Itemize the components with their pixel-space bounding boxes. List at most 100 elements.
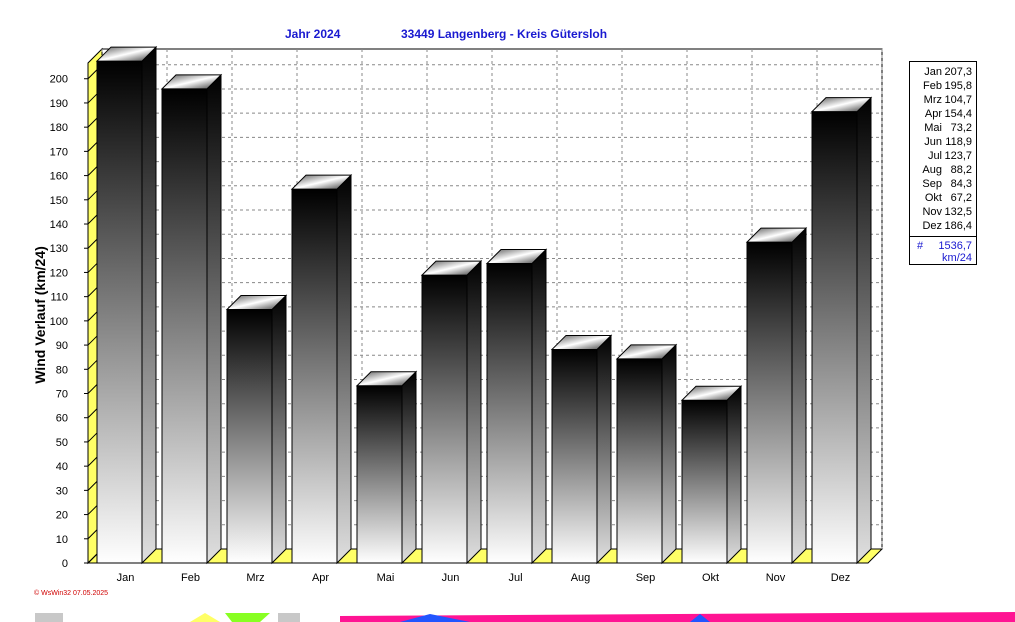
x-tick-label-okt: Okt <box>702 572 719 584</box>
legend-value: 118,9 <box>945 136 972 148</box>
legend-value: 84,3 <box>950 178 972 190</box>
bar-top <box>95 46 158 62</box>
bar-side <box>206 73 222 565</box>
credit-text: © WsWin32 07.05.2025 <box>34 589 108 597</box>
legend-row-okt: Okt 67,2 <box>914 191 972 205</box>
bar-top <box>810 97 873 113</box>
x-tick-label-jul: Jul <box>508 572 522 584</box>
y-tick-label: 160 <box>50 171 68 183</box>
bar-top <box>550 334 613 350</box>
bar-top <box>290 174 353 190</box>
y-tick-label: 90 <box>56 340 68 352</box>
y-tick-label: 130 <box>50 243 68 255</box>
bar-side <box>856 96 872 565</box>
y-tick-label: 200 <box>50 74 68 86</box>
legend-month: Nov <box>922 206 942 218</box>
y-tick-label: 20 <box>56 510 68 522</box>
legend-total-symbol: # <box>917 240 924 252</box>
bar-aug <box>550 334 613 565</box>
bar-top <box>485 248 548 264</box>
y-tick-label: 180 <box>50 122 68 134</box>
bar-front <box>421 274 468 564</box>
chart-title-year: Jahr 2024 <box>285 27 341 41</box>
y-tick-label: 60 <box>56 413 68 425</box>
legend-row-feb: Feb 195,8 <box>914 79 972 93</box>
bars <box>95 45 873 565</box>
bar-front <box>681 399 728 564</box>
y-tick-label: 110 <box>50 292 68 304</box>
legend-row-sep: Sep 84,3 <box>914 177 972 191</box>
bar-top <box>160 74 223 90</box>
y-tick-label: 120 <box>50 267 68 279</box>
bar-side <box>466 259 482 565</box>
y-tick-label: 70 <box>56 389 68 401</box>
y-axis-label: Wind Verlauf (km/24) <box>32 246 48 384</box>
legend-value: 207,3 <box>944 66 972 78</box>
legend-total-value: 1536,7 <box>938 240 972 252</box>
bar-jun <box>420 259 483 565</box>
legend-separator <box>910 236 976 237</box>
legend-value: 154,4 <box>944 108 972 120</box>
bar-front <box>356 385 403 564</box>
legend-row-dez: Dez 186,4 <box>914 219 972 233</box>
legend-month: Mai <box>924 122 942 134</box>
bar-side <box>661 343 677 565</box>
legend-month: Dez <box>922 220 942 232</box>
legend-row-mrz: Mrz 104,7 <box>914 93 972 107</box>
x-tick-label-jun: Jun <box>442 572 460 584</box>
legend-row-nov: Nov 132,5 <box>914 205 972 219</box>
legend-row-apr: Apr 154,4 <box>914 107 972 121</box>
legend-value: 123,7 <box>944 150 972 162</box>
axes: 0 10 20 30 40 50 60 70 80 90 100 110 120 130 140 150 160… <box>50 63 868 570</box>
bar-mrz <box>225 294 288 565</box>
x-tick-label-feb: Feb <box>181 572 200 584</box>
legend-row-mai: Mai 73,2 <box>914 121 972 135</box>
legend-value: 132,5 <box>944 206 972 218</box>
bar-front <box>486 262 533 564</box>
y-tick-label: 80 <box>56 364 68 376</box>
bar-front <box>551 348 598 564</box>
legend-row-jul: Jul 123,7 <box>914 149 972 163</box>
y-tick-label: 170 <box>50 146 68 158</box>
bar-top <box>355 371 418 387</box>
bar-nov <box>745 226 808 565</box>
x-tick-label-apr: Apr <box>312 572 329 584</box>
legend-value: 67,2 <box>950 192 972 204</box>
legend-value: 88,2 <box>950 164 972 176</box>
bar-side <box>336 173 352 565</box>
bar-top <box>225 294 288 310</box>
x-tick-label-aug: Aug <box>571 572 591 584</box>
bar-feb <box>160 73 223 565</box>
legend-month: Jun <box>924 136 942 148</box>
y-tick-label: 0 <box>62 558 68 570</box>
bar-top <box>680 385 743 401</box>
bar-dez <box>810 96 873 565</box>
legend-value: 195,8 <box>944 80 972 92</box>
bar-top <box>615 344 678 360</box>
legend-month: Mrz <box>923 94 942 106</box>
bar-front <box>226 308 273 564</box>
x-tick-label-nov: Nov <box>766 572 786 584</box>
y-tick-label: 10 <box>56 534 68 546</box>
bar-top <box>420 260 483 276</box>
category-labels: Jan Feb Mrz Apr Mai Jun Jul Aug Sep Okt Nov Dez <box>117 572 851 584</box>
bar-jul <box>485 248 548 565</box>
bar-front <box>161 88 208 564</box>
legend-total-unit: km/24 <box>942 252 972 264</box>
bar-apr <box>290 173 353 565</box>
bar-side <box>726 385 742 565</box>
legend-month: Aug <box>922 164 942 176</box>
y-tick-label: 40 <box>56 461 68 473</box>
bar-side <box>401 370 417 565</box>
bar-side <box>271 294 287 565</box>
x-tick-label-dez: Dez <box>831 572 851 584</box>
legend-month: Feb <box>923 80 942 92</box>
bar-top <box>745 227 808 243</box>
bar-side <box>791 226 807 565</box>
bar-side <box>596 334 612 565</box>
bottom-strip <box>0 610 1015 622</box>
chart-title-location: 33449 Langenberg - Kreis Gütersloh <box>401 27 607 41</box>
legend-value: 104,7 <box>944 94 972 106</box>
x-tick-label-sep: Sep <box>636 572 656 584</box>
